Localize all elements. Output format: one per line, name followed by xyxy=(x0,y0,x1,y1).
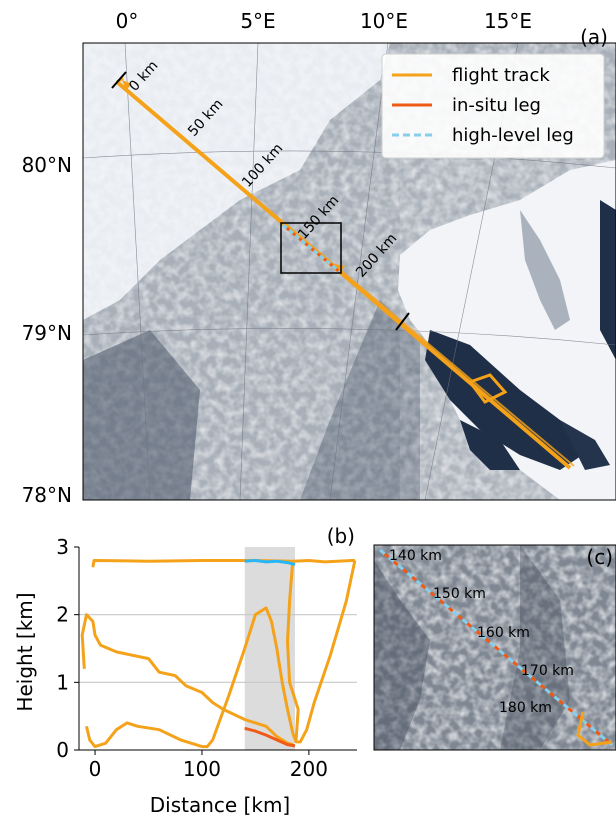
panel-label-a: (a) xyxy=(580,25,608,49)
x-axis-label: Distance [km] xyxy=(150,793,290,817)
lon-tick: 0° xyxy=(116,9,139,33)
zoom-high-level-leg xyxy=(379,548,613,747)
y-tick-label: 3 xyxy=(56,535,69,559)
flight-track-map xyxy=(111,71,575,470)
zoom-satellite-image: 140 km 150 km 160 km 170 km 180 km xyxy=(374,545,616,750)
y-tick-label: 2 xyxy=(56,603,69,627)
km-label: 180 km xyxy=(499,700,552,716)
y-tick-label: 1 xyxy=(56,670,69,694)
legend-label: high-level leg xyxy=(452,125,574,146)
y-axis-label: Height [km] xyxy=(13,592,37,711)
height-profile-chart: 0 1 2 3 0 100 200 (b) Height [km] Distance [km… xyxy=(13,524,357,817)
lon-tick: 15°E xyxy=(484,9,532,33)
zoom-panel: 140 km 150 km 160 km 170 km 180 km (c) xyxy=(373,544,616,751)
graticule xyxy=(83,43,616,500)
legend-label: in-situ leg xyxy=(452,95,541,116)
legend-label: flight track xyxy=(452,65,550,86)
y-tick-label: 0 xyxy=(56,738,69,762)
panel-label-b: (b) xyxy=(327,524,355,548)
x-tick-label: 0 xyxy=(89,757,102,781)
zoom-km-labels: 140 km 150 km 160 km 170 km 180 km xyxy=(389,548,574,716)
series-line-6 xyxy=(244,559,296,567)
panel-label-c: (c) xyxy=(586,545,613,569)
zoom-in-situ-leg xyxy=(379,548,613,747)
x-tick-label: 200 xyxy=(290,757,328,781)
satellite-image: 0 km 50 km 100 km 150 km 200 km flight t… xyxy=(83,43,616,500)
km-label: 150 km xyxy=(433,586,486,602)
lon-tick-labels: 0° 5°E 10°E 15°E xyxy=(116,9,532,33)
lat-tick: 79°N xyxy=(22,321,72,345)
svalbard-landmass xyxy=(398,160,616,500)
zoom-flight-track xyxy=(576,711,613,747)
lon-tick: 10°E xyxy=(360,9,408,33)
x-tick-label: 100 xyxy=(183,757,221,781)
lat-tick: 78°N xyxy=(22,483,72,507)
km-label: 140 km xyxy=(389,548,442,564)
legend: flight track in-situ leg high-level leg xyxy=(381,53,605,159)
km-label: 160 km xyxy=(477,625,530,641)
km-label: 170 km xyxy=(521,663,574,679)
map-panel: 0 km 50 km 100 km 150 km 200 km flight t… xyxy=(22,9,616,507)
series-line-2 xyxy=(85,648,247,749)
series-line-1 xyxy=(80,613,294,747)
series-line-4 xyxy=(286,560,300,741)
zoom-box xyxy=(280,222,342,274)
chart-plot-area: 0 1 2 3 0 100 200 xyxy=(56,535,357,781)
lat-tick-labels: 80°N 79°N 78°N xyxy=(22,153,72,507)
lon-tick: 5°E xyxy=(240,9,275,33)
lat-tick: 80°N xyxy=(22,153,72,177)
series-line-5 xyxy=(244,726,296,748)
series-line-3 xyxy=(243,560,357,744)
series-line-0 xyxy=(91,559,355,568)
